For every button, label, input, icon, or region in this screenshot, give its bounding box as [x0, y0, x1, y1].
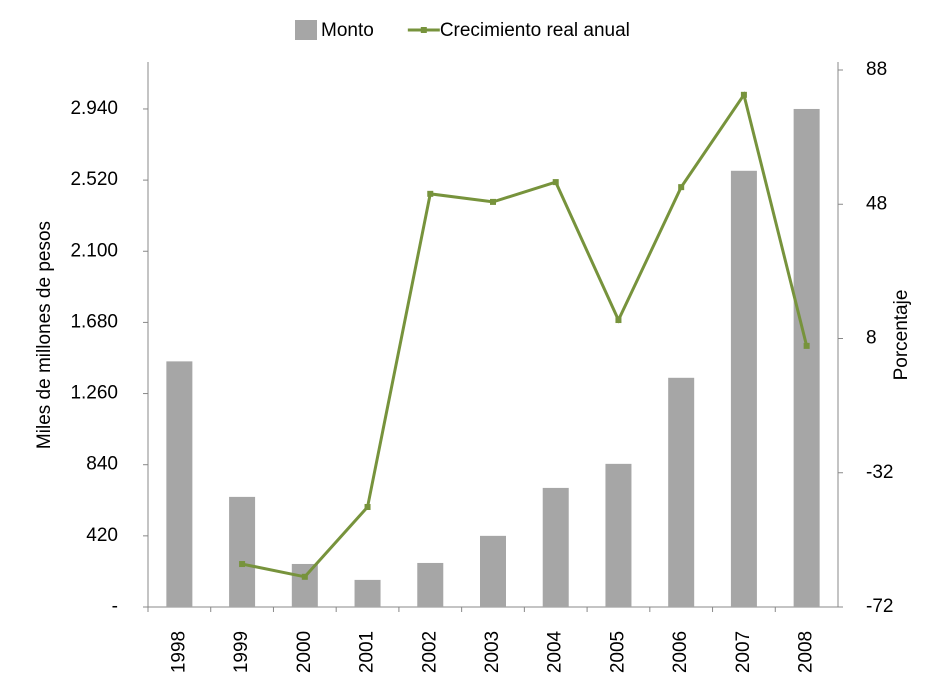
y-axis-label: Miles de millones de pesos — [34, 221, 55, 449]
y-tick-label: 1.680 — [70, 311, 118, 332]
line-marker — [678, 184, 685, 191]
bar — [354, 579, 381, 607]
y2-tick-label: 48 — [866, 193, 887, 214]
y-tick-label: 2.940 — [70, 98, 118, 119]
line-marker — [552, 179, 559, 186]
y2-axis-label: Porcentaje — [891, 290, 912, 381]
bar — [542, 487, 569, 607]
x-tick-label: 2001 — [357, 631, 378, 673]
bar — [730, 170, 757, 607]
y-tick-label: 2.100 — [70, 240, 118, 261]
x-tick-label: 2008 — [796, 631, 817, 673]
y2-tick-label: 8 — [866, 328, 877, 349]
bar — [605, 463, 632, 607]
line-marker — [301, 573, 308, 580]
line-marker — [239, 561, 246, 568]
x-tick-label: 2002 — [419, 631, 440, 673]
line-marker — [740, 91, 747, 98]
y-tick-label: 420 — [86, 525, 118, 546]
line-marker — [427, 190, 434, 197]
x-tick-label: 2007 — [733, 631, 754, 673]
line-marker — [803, 342, 810, 349]
line-marker — [490, 198, 496, 205]
legend-label: Monto — [321, 20, 374, 41]
y-tick-label: 840 — [86, 454, 118, 475]
y2-tick-label: -32 — [866, 462, 893, 483]
bar — [291, 563, 318, 607]
legend-swatch — [420, 27, 427, 33]
x-tick-label: 2000 — [294, 631, 315, 673]
y-tick-label: - — [112, 596, 118, 617]
x-tick-label: 1998 — [168, 631, 189, 673]
bar — [417, 562, 444, 607]
legend-swatch — [295, 20, 317, 40]
line — [241, 91, 809, 579]
y-tick-label: 1.260 — [70, 383, 118, 404]
bar — [668, 377, 695, 607]
legend-label: Crecimiento real anual — [440, 20, 630, 41]
x-tick-label: 2006 — [670, 631, 691, 673]
x-tick-label: 2005 — [607, 631, 628, 673]
line-marker — [615, 317, 622, 324]
x-tick-label: 2003 — [482, 631, 503, 673]
y2-tick-label: 88 — [866, 59, 887, 80]
y2-tick-label: -72 — [866, 596, 893, 617]
bar — [229, 496, 256, 607]
line-marker — [364, 503, 371, 510]
bar — [793, 108, 820, 607]
bar — [166, 361, 193, 607]
y-tick-label: 2.520 — [70, 169, 118, 190]
x-tick-label: 2004 — [545, 630, 566, 673]
bar — [480, 535, 506, 607]
x-tick-label: 1999 — [231, 631, 252, 673]
